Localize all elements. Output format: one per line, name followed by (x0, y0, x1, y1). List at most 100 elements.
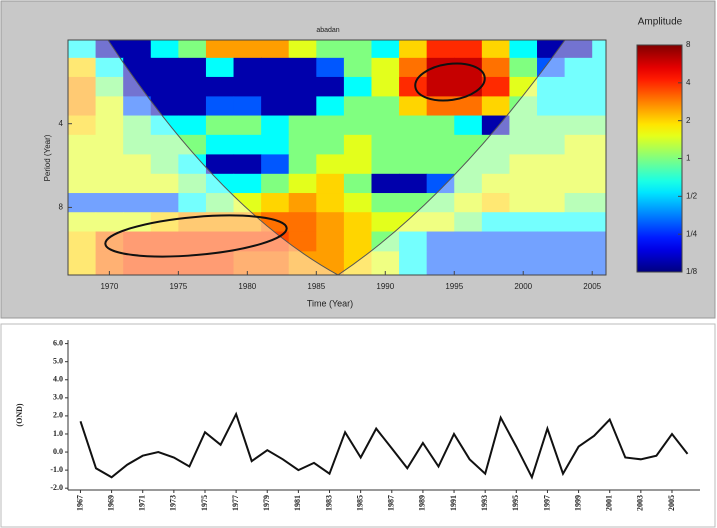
x-tick-label: 1983 (324, 495, 333, 511)
x-tick-label: 1990 (376, 282, 394, 291)
heatmap-cell (123, 134, 152, 156)
heatmap-cell (343, 115, 373, 136)
colorbar (636, 44, 683, 273)
heatmap-cell (233, 231, 262, 252)
heatmap-cell (316, 251, 345, 275)
colorbar-title: Amplitude (638, 17, 683, 28)
heatmap-cell (150, 96, 179, 117)
heatmap-cell (316, 231, 345, 252)
heatmap-cell (261, 96, 290, 117)
heatmap-cell (454, 40, 483, 59)
plot-frame (67, 39, 607, 276)
heatmap-cell (592, 57, 606, 78)
heatmap-cell (371, 40, 400, 59)
heatmap-cell (178, 40, 207, 59)
heatmap-cell (68, 40, 97, 59)
significance-contour (414, 62, 486, 102)
heatmap-cell (509, 96, 538, 117)
heatmap-cell (178, 193, 207, 213)
heatmap-cell (371, 96, 400, 117)
heatmap-cell (399, 76, 428, 97)
y-tick-label: 8 (59, 203, 64, 212)
x-tick-label: 1980 (238, 282, 256, 291)
x-tick-label: 2003 (636, 495, 645, 511)
coi-shade (68, 40, 338, 275)
heatmap-cell (592, 193, 606, 213)
heatmap-cell (537, 154, 566, 175)
heatmap-cell (481, 154, 511, 175)
heatmap-cell (371, 193, 400, 213)
heatmap-cell (205, 134, 235, 156)
heatmap-cell (509, 154, 538, 175)
heatmap-cell (95, 96, 124, 117)
heatmap-cell (288, 231, 317, 252)
line-series (79, 411, 689, 480)
heatmap-cell (205, 173, 235, 194)
x-tick-label: 1979 (262, 495, 271, 511)
heatmap-cell (509, 212, 538, 233)
heatmap-cell (537, 76, 566, 97)
heatmap-cell (426, 134, 455, 156)
heatmap-cell (454, 96, 483, 117)
heatmap-cell (592, 96, 606, 117)
heatmap-cell (205, 40, 235, 59)
heatmap-cell (233, 173, 262, 194)
heatmap-cell (205, 231, 235, 252)
heatmap-cell (454, 76, 483, 97)
heatmap-cell (426, 173, 455, 194)
bottom-panel (0, 323, 716, 528)
heatmap-cell (150, 173, 179, 194)
heatmap-cell (509, 193, 538, 213)
heatmap-cell (123, 231, 152, 252)
heatmap-cell (150, 134, 179, 156)
heatmap-cell (399, 57, 428, 78)
x-tick-label: 2005 (667, 495, 676, 511)
heatmap-cell (564, 212, 593, 233)
heatmap-cell (399, 193, 428, 213)
heatmap-cell (371, 76, 400, 97)
heatmap-cell (343, 134, 373, 156)
heatmap-cell (509, 134, 538, 156)
heatmap-cell (233, 76, 262, 97)
heatmap-cell (481, 173, 511, 194)
heatmap-cell (371, 57, 400, 78)
heatmap-cell (481, 193, 511, 213)
heatmap-cell (316, 57, 345, 78)
heatmap-cell (537, 231, 566, 252)
heatmap-cell (564, 173, 593, 194)
heatmap-cell (537, 251, 566, 275)
chart-title: abadan (316, 27, 339, 34)
heatmap-cell (399, 134, 428, 156)
heatmap-cell (68, 231, 97, 252)
heatmap-cell (123, 115, 152, 136)
heatmap-cell (399, 173, 428, 194)
colorbar-tick-label: 2 (686, 116, 691, 125)
heatmap-cell (150, 154, 179, 175)
y-axis-label: (OND) (15, 403, 24, 426)
heatmap-cell (399, 96, 428, 117)
heatmap-cell (592, 115, 606, 136)
heatmap-cell (454, 212, 483, 233)
heatmap-cell (95, 134, 124, 156)
heatmap-cell (592, 154, 606, 175)
heatmap-cell (178, 76, 207, 97)
heatmap-cell (123, 96, 152, 117)
heatmap-cell (150, 193, 179, 213)
heatmap-cell (288, 96, 317, 117)
heatmap-cell (95, 173, 124, 194)
heatmap-cell (426, 212, 455, 233)
heatmap-cell (205, 115, 235, 136)
y-tick-label: -1.0 (50, 465, 63, 474)
heatmap-cell (564, 40, 593, 59)
heatmap-cell (95, 76, 124, 97)
heatmap-cell (399, 115, 428, 136)
heatmap-cell (150, 57, 179, 78)
heatmap-cell (454, 251, 483, 275)
heatmap-cell (454, 193, 483, 213)
heatmap-cell (592, 212, 606, 233)
heatmap-cell (564, 231, 593, 252)
heatmap-cell (399, 154, 428, 175)
heatmap-cell (205, 212, 235, 233)
heatmap-cell (68, 57, 97, 78)
